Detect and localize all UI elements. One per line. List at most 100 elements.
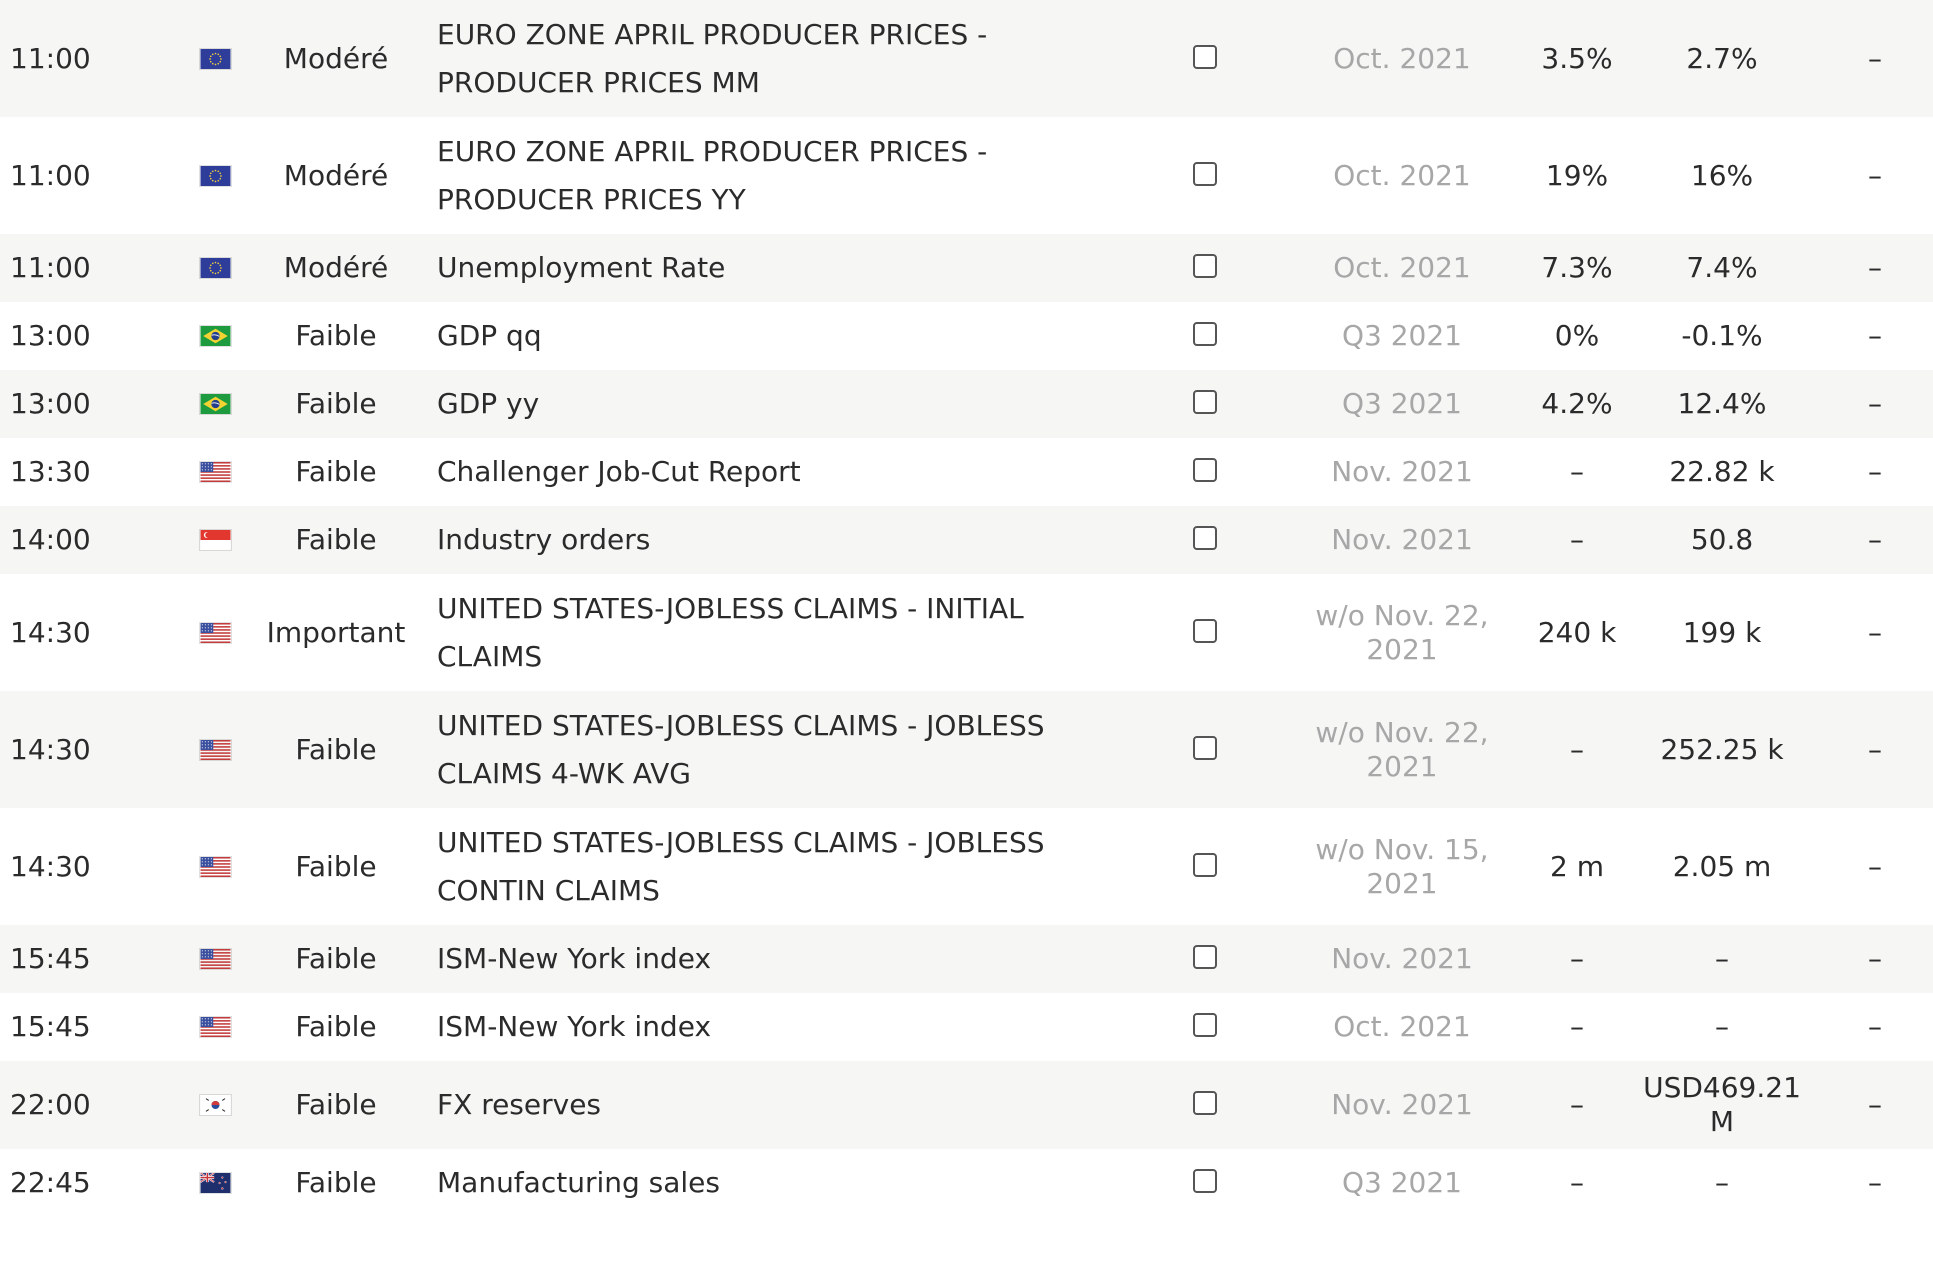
forecast-value: – bbox=[1868, 1166, 1882, 1200]
forecast-value: – bbox=[1868, 41, 1882, 75]
eu-flag-icon bbox=[198, 257, 232, 279]
actual-value: 4.2% bbox=[1541, 387, 1613, 421]
alert-checkbox-cell bbox=[1132, 526, 1277, 550]
actual-value: – bbox=[1570, 1010, 1584, 1044]
event-name: Unemployment Rate bbox=[437, 251, 726, 284]
actual-value: 240 k bbox=[1537, 615, 1617, 649]
event-period: Nov. 2021 bbox=[1331, 942, 1473, 975]
alert-checkbox[interactable] bbox=[1192, 1013, 1217, 1037]
event-period: Nov. 2021 bbox=[1331, 1088, 1473, 1121]
event-period: w/o Nov. 22, 2021 bbox=[1315, 598, 1489, 666]
usa-flag-icon bbox=[198, 461, 232, 483]
economic-calendar-table: 11:00 Modéré EURO ZONE APRIL PRODUCER PR… bbox=[0, 0, 1933, 1200]
actual-value: 3.5% bbox=[1541, 41, 1613, 75]
actual-value: 19% bbox=[1545, 158, 1609, 192]
table-row: 13:00 Faible GDP qq Q3 2021 0% -0.1% – bbox=[0, 302, 1933, 370]
alert-checkbox[interactable] bbox=[1192, 44, 1217, 69]
event-time: 14:00 bbox=[10, 523, 91, 557]
event-time: 11:00 bbox=[10, 41, 91, 75]
event-time: 14:30 bbox=[10, 615, 91, 649]
country-flag-cell bbox=[180, 47, 250, 70]
alert-checkbox[interactable] bbox=[1192, 390, 1217, 414]
event-name: UNITED STATES-JOBLESS CLAIMS - JOBLESS C… bbox=[437, 708, 1045, 790]
event-time: 22:45 bbox=[10, 1166, 91, 1200]
alert-checkbox[interactable] bbox=[1192, 254, 1217, 278]
event-name: FX reserves bbox=[437, 1088, 602, 1121]
actual-value: 0% bbox=[1554, 319, 1600, 353]
country-flag-cell bbox=[180, 1016, 250, 1038]
table-row: 15:45 Faible ISM-New York index Nov. 202… bbox=[0, 925, 1933, 993]
alert-checkbox-cell bbox=[1132, 735, 1277, 760]
event-period: Q3 2021 bbox=[1341, 319, 1462, 352]
alert-checkbox[interactable] bbox=[1192, 1169, 1217, 1193]
event-time: 13:30 bbox=[10, 455, 91, 489]
alert-checkbox[interactable] bbox=[1192, 458, 1217, 482]
previous-value: – bbox=[1715, 1166, 1729, 1199]
event-period: Q3 2021 bbox=[1341, 387, 1462, 420]
event-name: Manufacturing sales bbox=[437, 1166, 720, 1199]
alert-checkbox[interactable] bbox=[1192, 1091, 1217, 1115]
alert-checkbox-cell bbox=[1132, 44, 1277, 69]
country-flag-cell bbox=[180, 1094, 250, 1116]
table-row: 14:30 Faible UNITED STATES-JOBLESS CLAIM… bbox=[0, 691, 1933, 808]
importance-label: Faible bbox=[295, 319, 377, 353]
event-time: 15:45 bbox=[10, 1010, 91, 1044]
event-period: Oct. 2021 bbox=[1333, 41, 1471, 75]
importance-label: Faible bbox=[295, 1166, 377, 1200]
country-flag-cell bbox=[180, 325, 250, 347]
event-time: 22:00 bbox=[10, 1088, 91, 1122]
event-time: 13:00 bbox=[10, 387, 91, 421]
forecast-value: – bbox=[1868, 251, 1882, 285]
event-period: Oct. 2021 bbox=[1333, 158, 1471, 192]
alert-checkbox[interactable] bbox=[1192, 852, 1217, 877]
table-row: 11:00 Modéré EURO ZONE APRIL PRODUCER PR… bbox=[0, 117, 1933, 234]
country-flag-cell bbox=[180, 461, 250, 483]
event-name: Challenger Job-Cut Report bbox=[437, 455, 801, 488]
alert-checkbox[interactable] bbox=[1192, 161, 1217, 186]
event-period: Nov. 2021 bbox=[1331, 523, 1473, 556]
usa-flag-icon bbox=[198, 1016, 232, 1038]
importance-label: Modéré bbox=[283, 251, 389, 285]
alert-checkbox-cell bbox=[1132, 254, 1277, 278]
alert-checkbox-cell bbox=[1132, 945, 1277, 969]
brazil-flag-icon bbox=[198, 393, 232, 415]
alert-checkbox-cell bbox=[1132, 390, 1277, 414]
previous-value: USD469.21 M bbox=[1643, 1071, 1801, 1138]
previous-value: 12.4% bbox=[1677, 387, 1767, 420]
event-name: EURO ZONE APRIL PRODUCER PRICES - PRODUC… bbox=[437, 134, 988, 216]
event-time: 11:00 bbox=[10, 158, 91, 192]
brazil-flag-icon bbox=[198, 325, 232, 347]
previous-value: 2.05 m bbox=[1672, 849, 1772, 883]
forecast-value: – bbox=[1868, 615, 1882, 649]
previous-value: 199 k bbox=[1682, 615, 1762, 649]
actual-value: 7.3% bbox=[1541, 251, 1613, 285]
alert-checkbox[interactable] bbox=[1192, 735, 1217, 760]
importance-label: Faible bbox=[295, 1010, 377, 1044]
previous-value: -0.1% bbox=[1681, 319, 1763, 352]
actual-value: – bbox=[1570, 1088, 1584, 1122]
table-row: 15:45 Faible ISM-New York index Oct. 202… bbox=[0, 993, 1933, 1061]
usa-flag-icon bbox=[198, 855, 232, 878]
previous-value: 22.82 k bbox=[1669, 455, 1775, 488]
actual-value: – bbox=[1570, 732, 1584, 766]
alert-checkbox[interactable] bbox=[1192, 322, 1217, 346]
country-flag-cell bbox=[180, 621, 250, 644]
country-flag-cell bbox=[180, 948, 250, 970]
forecast-value: – bbox=[1868, 455, 1882, 489]
importance-label: Faible bbox=[295, 849, 377, 883]
previous-value: – bbox=[1715, 1010, 1729, 1043]
alert-checkbox-cell bbox=[1132, 1169, 1277, 1193]
event-period: w/o Nov. 15, 2021 bbox=[1315, 832, 1489, 900]
forecast-value: – bbox=[1868, 942, 1882, 976]
eu-flag-icon bbox=[198, 164, 232, 187]
new-zealand-flag-icon bbox=[198, 1172, 232, 1194]
actual-value: – bbox=[1570, 1166, 1584, 1200]
alert-checkbox[interactable] bbox=[1192, 945, 1217, 969]
previous-value: 16% bbox=[1690, 158, 1754, 192]
usa-flag-icon bbox=[198, 738, 232, 761]
country-flag-cell bbox=[180, 529, 250, 551]
alert-checkbox[interactable] bbox=[1192, 618, 1217, 643]
alert-checkbox[interactable] bbox=[1192, 526, 1217, 550]
singapore-flag-icon bbox=[198, 529, 232, 551]
table-row: 11:00 Modéré Unemployment Rate Oct. 2021… bbox=[0, 234, 1933, 302]
